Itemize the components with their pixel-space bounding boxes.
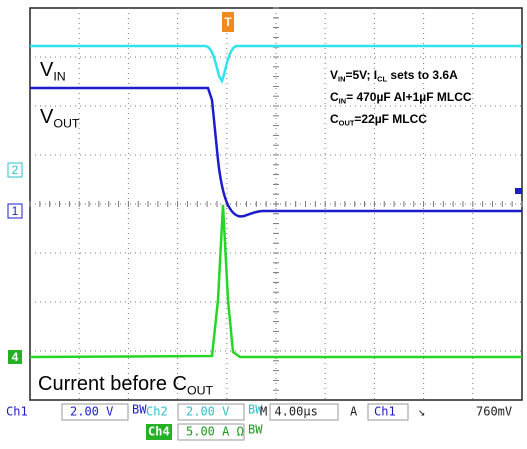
current-trace bbox=[29, 204, 522, 359]
text-part: Current before C bbox=[38, 373, 187, 395]
text-part: V bbox=[40, 59, 54, 81]
ch1-scale: 2.00 V bbox=[70, 405, 113, 419]
note-line: CIN= 470µF Al+1µF MLCC bbox=[330, 90, 472, 106]
vin-trace bbox=[30, 44, 522, 84]
ch2-label: Ch2 bbox=[146, 405, 168, 419]
current-label: Current before COUT bbox=[38, 373, 214, 397]
ch1-label: Ch1 bbox=[6, 405, 28, 419]
text-part: =5V; I bbox=[345, 68, 377, 82]
ch4-label: Ch4 bbox=[148, 425, 170, 439]
trigger-level-marker bbox=[515, 188, 522, 194]
ch4-label-bg bbox=[146, 424, 172, 440]
subscript: IN bbox=[53, 69, 65, 83]
text-part: V bbox=[330, 68, 338, 82]
subscript: IN bbox=[339, 97, 346, 106]
trig-slope: ↘ bbox=[418, 405, 425, 419]
text-part: =22µF MLCC bbox=[354, 112, 427, 126]
vout-label: VOUT bbox=[40, 106, 80, 130]
text-part: C bbox=[330, 90, 339, 104]
vin-label: VIN bbox=[40, 59, 66, 83]
ch2-marker-bg bbox=[7, 162, 23, 178]
ch2-scale: 2.00 V bbox=[186, 405, 229, 419]
subscript: CL bbox=[377, 75, 387, 84]
ch1-scale-box bbox=[61, 403, 129, 421]
note-line: VIN=5V; ICL sets to 3.6A bbox=[330, 68, 458, 84]
acquisition: A bbox=[350, 405, 358, 419]
trigger-marker-bg bbox=[222, 12, 234, 32]
note-line: COUT=22µF MLCC bbox=[330, 112, 427, 128]
text-part: sets to 3.6A bbox=[387, 68, 458, 82]
vout-trace bbox=[30, 86, 522, 218]
ch2-scale-box bbox=[177, 403, 245, 421]
ch4-marker-bg bbox=[8, 350, 22, 364]
ch1-marker-bg bbox=[7, 203, 23, 219]
ch1-bw: BW bbox=[132, 403, 147, 417]
text-part: C bbox=[330, 112, 339, 126]
trig-source: Ch1 bbox=[374, 405, 396, 419]
ch4-scale: 5.00 A Ω bbox=[186, 425, 244, 439]
subscript: OUT bbox=[339, 119, 355, 128]
ch4-scale-box bbox=[177, 423, 245, 441]
ch4-marker: 4 bbox=[12, 350, 19, 364]
grid bbox=[29, 7, 523, 400]
ch2-bw: BW bbox=[248, 403, 263, 417]
ch1-marker: 1 bbox=[12, 204, 19, 218]
trig-level: 760mV bbox=[476, 405, 512, 419]
text-part: = 470µF Al+1µF MLCC bbox=[346, 90, 472, 104]
text-part: V bbox=[40, 106, 54, 128]
ch4-bw: BW bbox=[248, 423, 263, 437]
timebase: M 4.00µs bbox=[260, 405, 318, 419]
ch2-marker: 2 bbox=[12, 163, 19, 177]
timebase-box bbox=[269, 403, 339, 421]
trigger-marker: T bbox=[224, 15, 232, 29]
subscript: OUT bbox=[187, 383, 214, 397]
trig-source-box bbox=[367, 403, 409, 421]
subscript: OUT bbox=[53, 116, 80, 130]
subscript: IN bbox=[338, 75, 345, 84]
